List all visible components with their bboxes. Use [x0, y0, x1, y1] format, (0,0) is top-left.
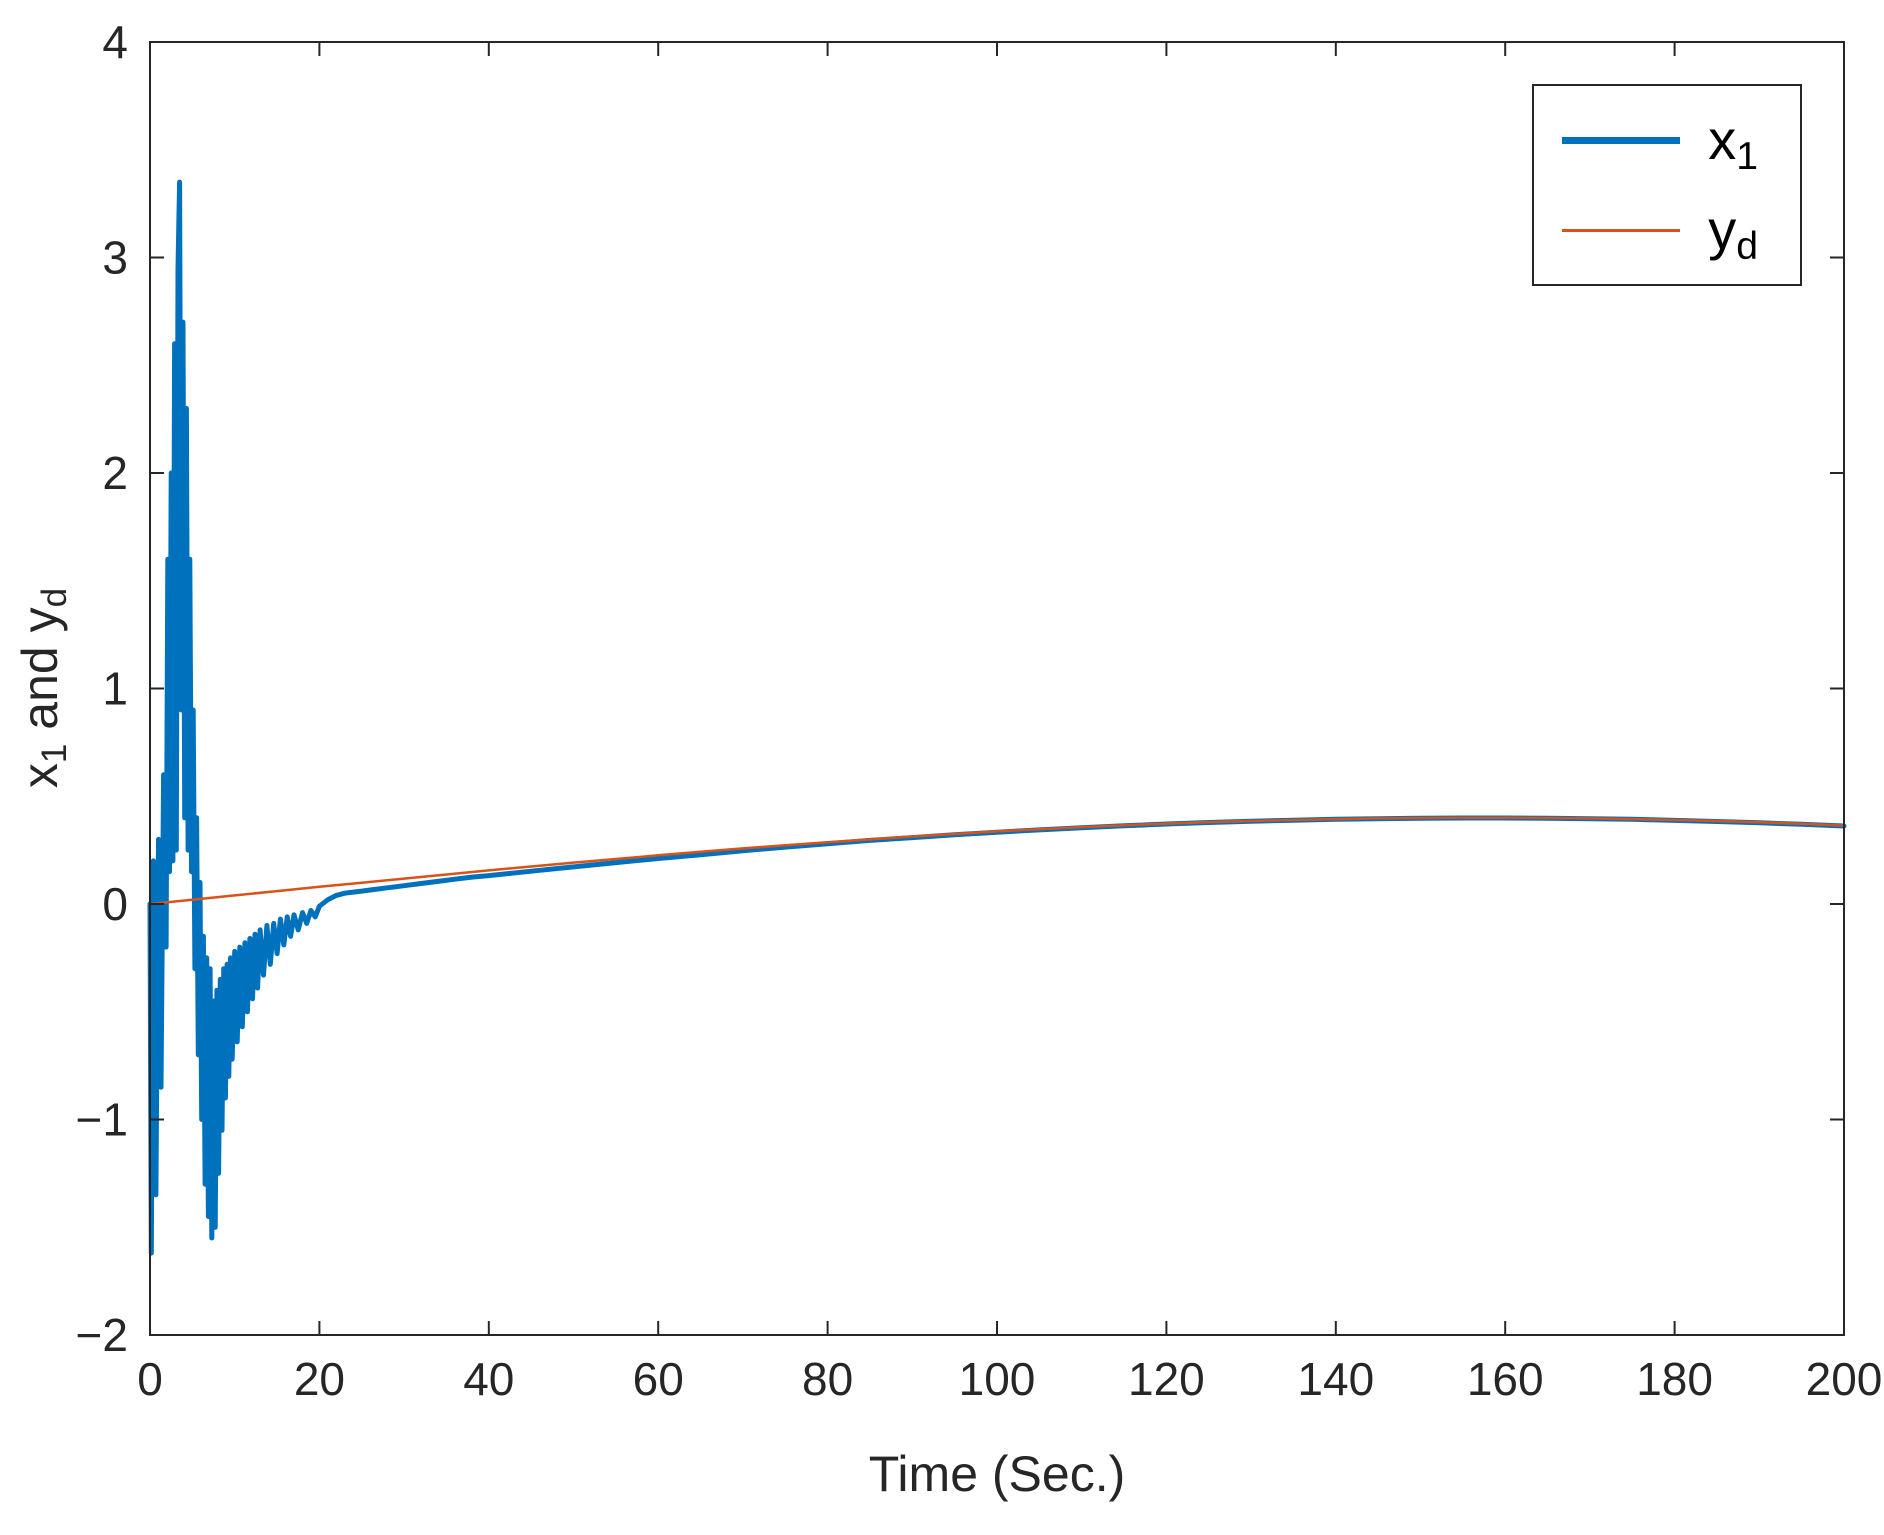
legend-entry: yd	[1562, 202, 1758, 266]
x-tick-label: 60	[633, 1353, 684, 1405]
x-tick-label: 0	[137, 1353, 163, 1405]
y-tick-label: 4	[102, 16, 128, 68]
legend-label-yd: yd	[1708, 202, 1758, 266]
legend-label-main: x	[1708, 108, 1737, 171]
y-tick-label: 3	[102, 232, 128, 284]
x-tick-label: 160	[1467, 1353, 1544, 1405]
x-axis-label: Time (Sec.)	[868, 1446, 1126, 1502]
y-tick-label: 0	[102, 878, 128, 930]
y-tick-label: 1	[102, 663, 128, 715]
legend-label-sub: 1	[1736, 134, 1758, 178]
y-tick-label: −2	[76, 1309, 128, 1361]
y-axis-label-text: and y	[12, 607, 68, 744]
x-tick-label: 100	[959, 1353, 1036, 1405]
y-axis-label-text: x	[12, 763, 68, 789]
legend-line-sample-x1	[1562, 136, 1681, 144]
y-axis-label-sub: d	[34, 587, 74, 608]
x-tick-label: 80	[802, 1353, 853, 1405]
x-tick-label: 200	[1806, 1353, 1883, 1405]
y-tick-label: −1	[76, 1094, 128, 1146]
y-axis-label: x1 and yd	[11, 588, 74, 789]
x-tick-label: 140	[1297, 1353, 1374, 1405]
legend-label-sub: d	[1736, 224, 1758, 268]
x-tick-label: 40	[463, 1353, 514, 1405]
series-line-yd	[148, 816, 1846, 906]
y-tick-label: 2	[102, 447, 128, 499]
x-tick-label: 120	[1128, 1353, 1205, 1405]
y-axis-label-sub: 1	[34, 743, 74, 764]
legend-line-sample-yd	[1562, 228, 1681, 232]
x-tick-label: 180	[1636, 1353, 1713, 1405]
legend: x1 yd	[1532, 84, 1802, 286]
legend-label-x1: x1	[1708, 112, 1758, 176]
legend-label-main: y	[1708, 198, 1737, 261]
legend-entry: x1	[1562, 112, 1758, 176]
x-tick-label: 20	[294, 1353, 345, 1405]
